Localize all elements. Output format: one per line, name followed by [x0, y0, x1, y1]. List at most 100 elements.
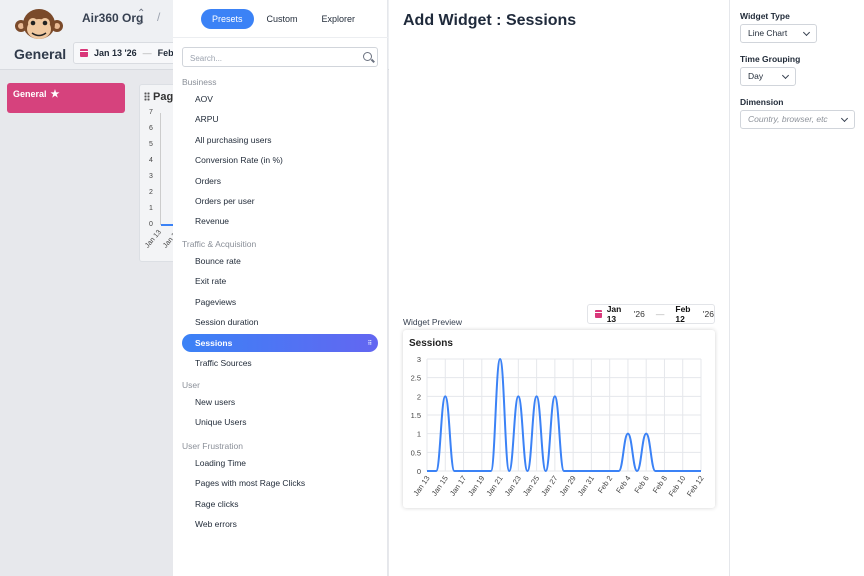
org-name[interactable]: Air360 Org [82, 11, 144, 25]
metric-item-label: Sessions [195, 337, 233, 348]
metric-item-label: Unique Users [195, 417, 247, 428]
bg-y-tick: 7 [149, 109, 153, 116]
chevron-down-icon [840, 114, 849, 123]
metric-item-label: AOV [195, 94, 213, 104]
metric-item[interactable]: Orders per user [182, 192, 378, 210]
drag-handle-icon: ⠿ [367, 340, 372, 347]
dashboard-date-end: Feb 1 [157, 48, 182, 58]
tab-presets[interactable]: Presets [201, 9, 254, 29]
metric-item-label: Rage clicks [195, 498, 239, 509]
x-tick-label: Jan 19 [466, 474, 486, 498]
metric-item-label: Exit rate [195, 276, 227, 287]
calendar-icon [80, 49, 88, 57]
preview-date-end: Feb 12 [675, 304, 691, 324]
x-tick-label: Feb 6 [632, 474, 650, 495]
metric-item[interactable]: Conversion Rate (in %) [182, 151, 378, 169]
dashboard-tab-general[interactable]: General ★ [7, 83, 125, 113]
metric-item-label: Orders [195, 175, 221, 186]
preview-date-start-year: '26 [633, 309, 645, 319]
metric-item[interactable]: Loading Time [182, 454, 378, 472]
widget-preview-panel: Add Widget : Sessions Widget Preview Jan… [389, 0, 730, 576]
page-title: General [14, 46, 67, 62]
y-tick-label: 3 [417, 355, 421, 364]
metric-item-label: Pages with most Rage Clicks [195, 478, 306, 489]
metric-item[interactable]: Traffic Sources [182, 354, 378, 372]
star-icon[interactable]: ★ [50, 89, 60, 100]
x-tick-label: Jan 31 [576, 474, 596, 498]
x-tick-label: Jan 17 [448, 474, 468, 498]
tab-custom[interactable]: Custom [266, 14, 298, 24]
y-tick-label: 1 [417, 430, 421, 439]
preview-date-start: Jan 13 [606, 304, 622, 324]
monkey-logo-icon[interactable] [12, 6, 66, 42]
y-tick-label: 0.5 [411, 448, 421, 457]
date-separator: — [655, 309, 665, 319]
metric-item[interactable]: Web errors [182, 515, 378, 533]
metric-item-label: New users [195, 397, 236, 407]
dashboard-date-range[interactable]: Jan 13 '26 — Feb 1 [73, 42, 193, 64]
x-tick-label: Jan 29 [557, 474, 577, 498]
metric-search-input[interactable] [183, 49, 353, 68]
metric-group-label: User [182, 380, 200, 390]
breadcrumb-separator: / [157, 10, 161, 24]
metric-item[interactable]: Unique Users [182, 413, 378, 431]
search-icon[interactable] [363, 52, 372, 61]
metric-item[interactable]: Revenue [182, 212, 378, 230]
org-switch-chevron-icon[interactable]: ⌃ ⌄ [137, 8, 146, 27]
metric-group-label: Business [182, 77, 217, 87]
metric-item[interactable]: Exit rate [182, 272, 378, 290]
metric-selector-panel: Presets Custom Explorer Business AOV ARPU All… [173, 0, 388, 576]
metric-search[interactable] [182, 47, 378, 68]
metric-group-label: User Frustration [182, 441, 243, 451]
metric-source-tabs: Presets Custom Explorer [201, 9, 368, 29]
bg-y-tick: 5 [149, 141, 153, 148]
metric-item[interactable]: All purchasing users [182, 131, 378, 149]
bg-x-tick: Jan 13 [144, 228, 163, 250]
preview-date-end-year: '26 [702, 309, 714, 319]
metric-item[interactable]: Pages with most Rage Clicks [182, 474, 378, 492]
metric-item[interactable]: Rage clicks [182, 495, 378, 513]
metric-item[interactable]: Sessions ⠿ [182, 333, 378, 352]
widget-card-title-text: Pag [153, 91, 174, 103]
chevron-down-icon [781, 71, 790, 80]
preview-label: Widget Preview [403, 317, 463, 327]
widget-title: Add Widget : Sessions [403, 12, 577, 29]
x-tick-label: Jan 13 [411, 474, 431, 498]
widget-settings-panel: Widget Type Line Chart Time Grouping Day… [730, 0, 864, 576]
y-tick-label: 1.5 [411, 411, 421, 420]
metric-item[interactable]: New users [182, 393, 378, 411]
metric-item-label: ARPU [195, 114, 219, 125]
metric-item[interactable]: Orders [182, 172, 378, 190]
metric-item-label: Traffic Sources [195, 358, 252, 368]
bg-y-tick: 6 [149, 125, 153, 132]
x-tick-label: Jan 27 [539, 474, 559, 498]
x-tick-label: Feb 10 [667, 474, 688, 498]
chart-card: 0 0.5 1 1.5 2 2.5 3 Jan 13 Jan 15 Jan 17 Jan 19 Jan… [403, 330, 715, 508]
dimension-placeholder: Country, browser, etc [748, 114, 828, 124]
metric-item-label: Revenue [195, 216, 230, 227]
metric-item[interactable]: Pageviews [182, 293, 378, 311]
drag-handle-icon[interactable] [144, 92, 150, 101]
dimension-select[interactable]: Country, browser, etc [740, 110, 855, 129]
bg-y-tick: 1 [149, 205, 153, 212]
metric-item-label: Bounce rate [195, 256, 241, 266]
widget-type-select[interactable]: Line Chart [740, 24, 817, 43]
x-tick-label: Jan 15 [430, 474, 450, 498]
bg-y-tick: 4 [149, 157, 153, 164]
metric-group-label: Traffic & Acquisition [182, 239, 257, 249]
tab-explorer[interactable]: Explorer [321, 14, 356, 24]
time-grouping-select[interactable]: Day [740, 67, 796, 86]
metric-item[interactable]: Session duration [182, 313, 378, 331]
metric-item-label: Web errors [195, 519, 237, 530]
metric-item[interactable]: AOV [182, 90, 378, 108]
metric-item[interactable]: ARPU [182, 110, 378, 128]
dashboard-date-start: Jan 13 '26 [94, 48, 137, 58]
metric-item[interactable]: Bounce rate [182, 252, 378, 270]
preview-date-range[interactable]: Jan 13 '26 — Feb 12 '26 [587, 304, 715, 324]
x-tick-label: Feb 4 [614, 474, 632, 495]
bg-y-tick: 3 [149, 173, 153, 180]
bg-y-tick: 0 [149, 221, 153, 228]
x-tick-label: Feb 12 [685, 474, 706, 498]
widget-card-title: Pag [144, 91, 173, 103]
